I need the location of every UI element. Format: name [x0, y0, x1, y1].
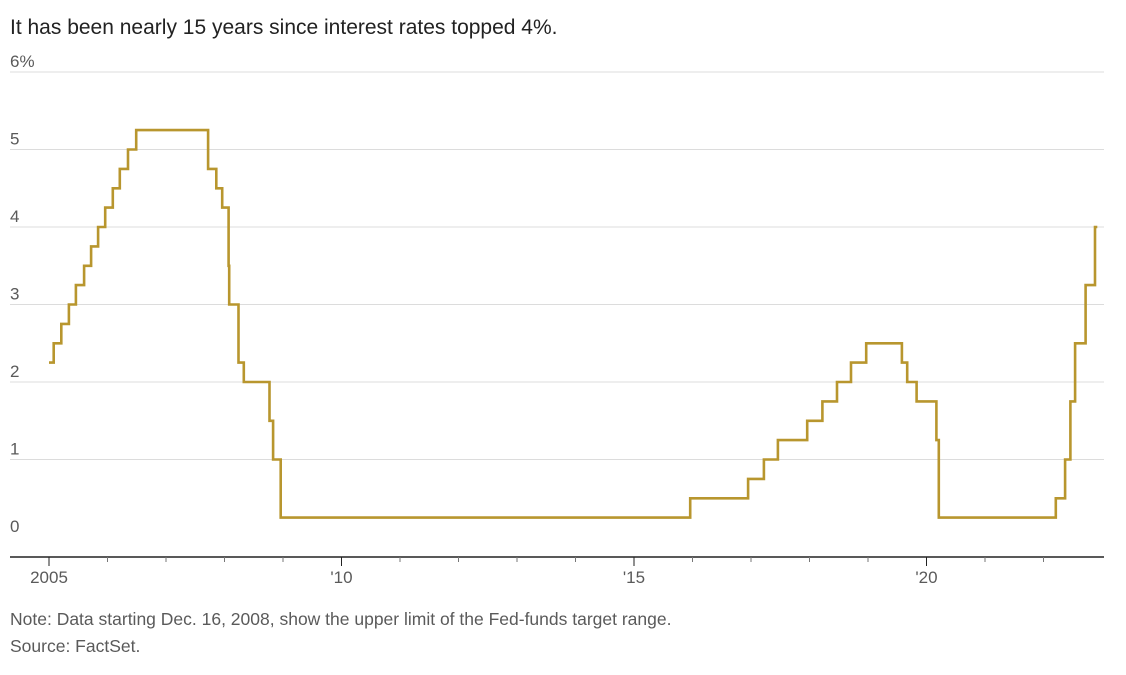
- y-tick-label: 0: [10, 517, 19, 536]
- chart-source: Source: FactSet.: [10, 636, 141, 656]
- y-tick-label: 1: [10, 440, 19, 459]
- y-tick-label: 2: [10, 362, 19, 381]
- x-tick-label: '10: [330, 568, 352, 587]
- series-line: [49, 128, 1098, 519]
- y-tick-label: 3: [10, 285, 19, 304]
- x-tick-label: 2005: [30, 568, 68, 587]
- gridlines: [10, 71, 1104, 460]
- chart-area: 6% 5 4 3 2 1 0 2005 '10 '15 '20: [10, 52, 1104, 587]
- x-axis: 2005 '10 '15 '20: [10, 556, 1104, 587]
- y-tick-label: 5: [10, 130, 19, 149]
- x-tick-label: '15: [623, 568, 645, 587]
- x-tick-label: '20: [915, 568, 937, 587]
- chart-notes: Note: Data starting Dec. 16, 2008, show …: [10, 606, 671, 660]
- chart-title: It has been nearly 15 years since intere…: [10, 16, 558, 39]
- series-layer: [49, 128, 1098, 519]
- chart-note: Note: Data starting Dec. 16, 2008, show …: [10, 609, 672, 629]
- y-axis-tick-labels: 6% 5 4 3 2 1 0: [10, 52, 35, 536]
- y-tick-label: 6%: [10, 52, 35, 71]
- y-tick-label: 4: [10, 207, 19, 226]
